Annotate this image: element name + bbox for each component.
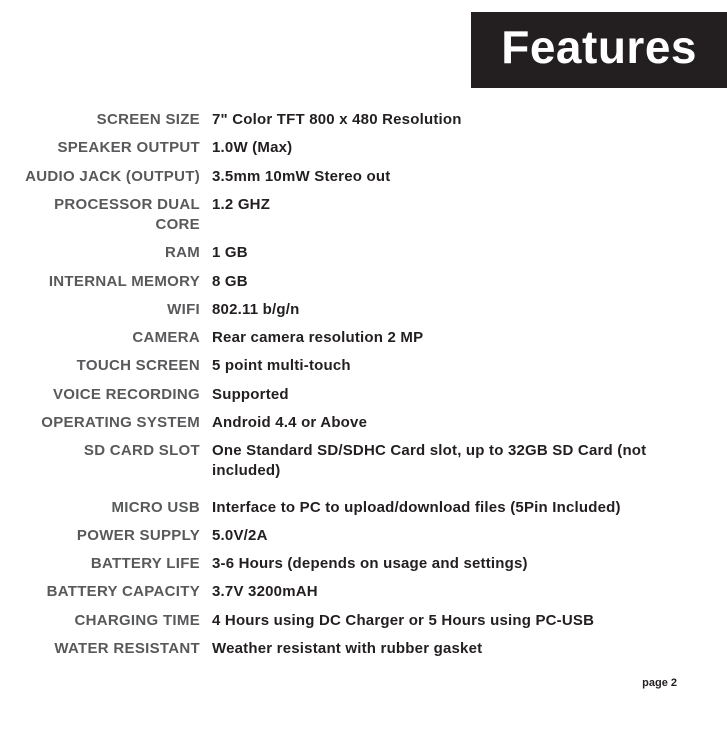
page-title: Features	[501, 20, 697, 74]
spec-value: Interface to PC to upload/download files…	[212, 498, 708, 518]
spec-label: WIFI	[18, 300, 212, 320]
spec-row: CHARGING TIME4 Hours using DC Charger or…	[18, 611, 708, 631]
spec-label: TOUCH SCREEN	[18, 356, 212, 376]
spec-value: 7" Color TFT 800 x 480 Resolution	[212, 110, 708, 130]
spec-label: INTERNAL MEMORY	[18, 272, 212, 292]
spec-row: POWER SUPPLY5.0V/2A	[18, 526, 708, 546]
spec-row: SPEAKER OUTPUT1.0W (Max)	[18, 138, 708, 158]
spec-row: MICRO USBInterface to PC to upload/downl…	[18, 498, 708, 518]
spec-label: AUDIO JACK (OUTPUT)	[18, 167, 212, 187]
spec-value: 8 GB	[212, 272, 708, 292]
spec-value: 1.0W (Max)	[212, 138, 708, 158]
header-band: Features	[471, 12, 727, 88]
spec-label: CHARGING TIME	[18, 611, 212, 631]
spec-label: BATTERY LIFE	[18, 554, 212, 574]
spec-label: SD CARD SLOT	[18, 441, 212, 461]
spec-value: 3.7V 3200mAH	[212, 582, 708, 602]
spec-row: BATTERY CAPACITY3.7V 3200mAH	[18, 582, 708, 602]
spec-value: 4 Hours using DC Charger or 5 Hours usin…	[212, 611, 708, 631]
spec-value: 1 GB	[212, 243, 708, 263]
spec-label: SPEAKER OUTPUT	[18, 138, 212, 158]
spec-row: RAM1 GB	[18, 243, 708, 263]
spec-table: SCREEN SIZE7" Color TFT 800 x 480 Resolu…	[18, 110, 708, 667]
spec-value: Android 4.4 or Above	[212, 413, 708, 433]
spec-value: Supported	[212, 385, 708, 405]
spec-row: AUDIO JACK (OUTPUT)3.5mm 10mW Stereo out	[18, 167, 708, 187]
spec-label: POWER SUPPLY	[18, 526, 212, 546]
spec-value: Rear camera resolution 2 MP	[212, 328, 708, 348]
spec-row: INTERNAL MEMORY8 GB	[18, 272, 708, 292]
spec-value: 5.0V/2A	[212, 526, 708, 546]
spec-row: PROCESSOR DUAL CORE1.2 GHZ	[18, 195, 708, 236]
spec-label: RAM	[18, 243, 212, 263]
spec-label: PROCESSOR DUAL CORE	[18, 195, 212, 236]
page-number: page 2	[642, 677, 677, 689]
spec-label: CAMERA	[18, 328, 212, 348]
spec-row: VOICE RECORDINGSupported	[18, 385, 708, 405]
spec-label: VOICE RECORDING	[18, 385, 212, 405]
spec-row: OPERATING SYSTEMAndroid 4.4 or Above	[18, 413, 708, 433]
spec-label: BATTERY CAPACITY	[18, 582, 212, 602]
spec-value: 3-6 Hours (depends on usage and settings…	[212, 554, 708, 574]
spec-label: MICRO USB	[18, 498, 212, 518]
spec-row: WATER RESISTANTWeather resistant with ru…	[18, 639, 708, 659]
spec-value: 802.11 b/g/n	[212, 300, 708, 320]
spec-row: WIFI802.11 b/g/n	[18, 300, 708, 320]
spec-row: TOUCH SCREEN5 point multi-touch	[18, 356, 708, 376]
spec-row: BATTERY LIFE3-6 Hours (depends on usage …	[18, 554, 708, 574]
spec-row: SCREEN SIZE7" Color TFT 800 x 480 Resolu…	[18, 110, 708, 130]
spec-label: OPERATING SYSTEM	[18, 413, 212, 433]
spec-value: 5 point multi-touch	[212, 356, 708, 376]
spec-row: SD CARD SLOTOne Standard SD/SDHC Card sl…	[18, 441, 708, 482]
spec-label: WATER RESISTANT	[18, 639, 212, 659]
spec-value: 1.2 GHZ	[212, 195, 708, 215]
spec-label: SCREEN SIZE	[18, 110, 212, 130]
spec-value: Weather resistant with rubber gasket	[212, 639, 708, 659]
spec-value: 3.5mm 10mW Stereo out	[212, 167, 708, 187]
spec-row: CAMERARear camera resolution 2 MP	[18, 328, 708, 348]
spec-value: One Standard SD/SDHC Card slot, up to 32…	[212, 441, 708, 482]
